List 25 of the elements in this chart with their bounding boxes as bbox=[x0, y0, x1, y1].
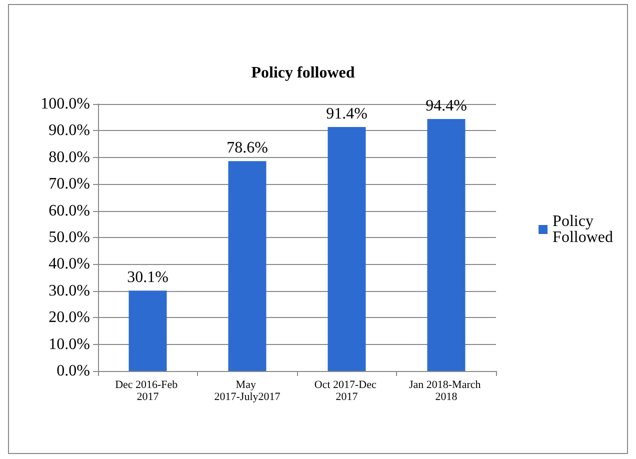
y-tick-label: 10.0% bbox=[48, 336, 90, 353]
x-tick-label: Dec 2016-Feb 2017 bbox=[115, 379, 180, 403]
y-tick-label: 80.0% bbox=[48, 148, 90, 166]
y-tick-label: 90.0% bbox=[48, 122, 90, 140]
y-tick-label: 40.0% bbox=[48, 256, 90, 273]
x-tick-label: May 2017-July2017 bbox=[214, 379, 281, 403]
bar bbox=[228, 161, 266, 371]
y-tick-label: 20.0% bbox=[48, 309, 90, 326]
y-tick-label: 100.0% bbox=[40, 96, 90, 112]
data-label: 78.6% bbox=[226, 140, 268, 157]
x-tick-label: Jan 2018-March 2018 bbox=[408, 379, 484, 403]
legend-label: Policy Followed bbox=[552, 213, 614, 246]
x-tick-label: Oct 2017-Dec 2017 bbox=[314, 379, 380, 403]
data-label: 91.4% bbox=[326, 105, 368, 122]
bar bbox=[128, 290, 167, 371]
bar bbox=[328, 126, 366, 371]
y-tick-label: 50.0% bbox=[48, 229, 90, 246]
data-label: 94.4% bbox=[426, 97, 467, 114]
chart-title: Policy followed bbox=[251, 64, 355, 82]
y-tick-label: 60.0% bbox=[48, 202, 90, 220]
y-tick-label: 0.0% bbox=[56, 362, 90, 380]
y-tick-label: 70.0% bbox=[48, 176, 90, 193]
data-label: 30.1% bbox=[127, 269, 168, 286]
y-tick-label: 30.0% bbox=[48, 282, 90, 300]
bar bbox=[427, 118, 466, 371]
